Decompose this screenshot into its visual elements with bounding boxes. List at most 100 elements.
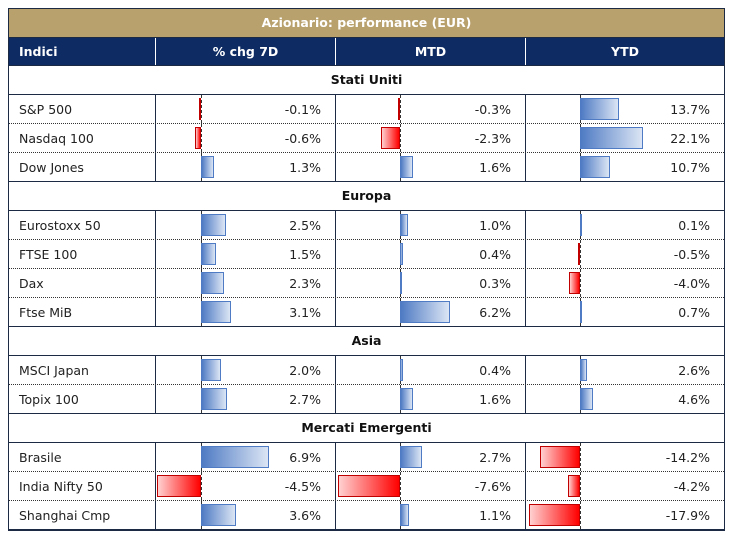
d7-cell: 2.5% [156, 211, 336, 239]
positive-data-bar [201, 272, 224, 294]
d7-value: 6.9% [289, 450, 321, 465]
ytd-cell: -4.0% [526, 269, 724, 297]
table-row: Dow Jones 1.3% 1.6% 10.7% [9, 153, 724, 182]
zero-axis [580, 472, 581, 500]
d7-cell: -4.5% [156, 472, 336, 500]
mtd-cell: 2.7% [336, 443, 526, 471]
negative-data-bar [338, 475, 400, 497]
table-row: MSCI Japan 2.0% 0.4% 2.6% [9, 356, 724, 385]
d7-value: 2.3% [289, 276, 321, 291]
d7-cell: -0.6% [156, 124, 336, 152]
section-header: Mercati Emergenti [9, 414, 724, 443]
header-row: Indici % chg 7D MTD YTD [9, 38, 724, 66]
index-name: Brasile [9, 443, 156, 471]
table-row: S&P 500 -0.1% -0.3% 13.7% [9, 95, 724, 124]
d7-cell: 2.7% [156, 385, 336, 413]
ytd-value: 2.6% [678, 363, 710, 378]
zero-axis [580, 501, 581, 529]
table-row: Dax 2.3% 0.3% -4.0% [9, 269, 724, 298]
negative-data-bar [397, 98, 400, 120]
zero-axis [580, 269, 581, 297]
d7-value: 3.1% [289, 305, 321, 320]
ytd-value: -14.2% [665, 450, 710, 465]
mtd-cell: -2.3% [336, 124, 526, 152]
mtd-cell: 1.1% [336, 501, 526, 529]
zero-axis [400, 124, 401, 152]
negative-data-bar [568, 475, 580, 497]
ytd-cell: 22.1% [526, 124, 724, 152]
table-body: Stati Uniti S&P 500 -0.1% -0.3% 13.7% Nasdaq … [9, 66, 724, 530]
d7-cell: 1.3% [156, 153, 336, 181]
positive-data-bar [580, 388, 594, 410]
positive-data-bar [400, 156, 413, 178]
d7-value: 2.0% [289, 363, 321, 378]
mtd-value: 1.0% [479, 218, 511, 233]
d7-value: 3.6% [289, 508, 321, 523]
positive-data-bar [400, 359, 404, 381]
mtd-cell: 0.4% [336, 240, 526, 268]
mtd-value: 1.1% [479, 508, 511, 523]
index-name: Topix 100 [9, 385, 156, 413]
d7-value: 2.5% [289, 218, 321, 233]
ytd-cell: 4.6% [526, 385, 724, 413]
index-name: FTSE 100 [9, 240, 156, 268]
positive-data-bar [580, 301, 582, 323]
positive-data-bar [201, 504, 237, 526]
ytd-value: -4.2% [673, 479, 710, 494]
d7-cell: 3.6% [156, 501, 336, 529]
index-name: Shanghai Cmp [9, 501, 156, 529]
ytd-value: -0.5% [673, 247, 710, 262]
performance-table: Azionario: performance (EUR) Indici % ch… [8, 8, 725, 531]
d7-cell: 3.1% [156, 298, 336, 326]
positive-data-bar [400, 504, 409, 526]
mtd-cell: -7.6% [336, 472, 526, 500]
mtd-value: -2.3% [474, 131, 511, 146]
index-name: Dow Jones [9, 153, 156, 181]
positive-data-bar [400, 446, 422, 468]
table-row: Shanghai Cmp 3.6% 1.1% -17.9% [9, 501, 724, 530]
index-name: Nasdaq 100 [9, 124, 156, 152]
negative-data-bar [195, 127, 201, 149]
ytd-cell: -14.2% [526, 443, 724, 471]
positive-data-bar [201, 446, 269, 468]
negative-data-bar [539, 446, 580, 468]
positive-data-bar [580, 359, 588, 381]
positive-data-bar [201, 156, 214, 178]
mtd-value: 1.6% [479, 160, 511, 175]
table-row: Eurostoxx 50 2.5% 1.0% 0.1% [9, 211, 724, 240]
ytd-cell: -0.5% [526, 240, 724, 268]
section-header: Asia [9, 327, 724, 356]
negative-data-bar [529, 504, 580, 526]
mtd-cell: -0.3% [336, 95, 526, 123]
d7-cell: 6.9% [156, 443, 336, 471]
d7-cell: 2.3% [156, 269, 336, 297]
table-row: Brasile 6.9% 2.7% -14.2% [9, 443, 724, 472]
d7-value: 2.7% [289, 392, 321, 407]
ytd-cell: 2.6% [526, 356, 724, 384]
header-indici: Indici [9, 38, 156, 65]
positive-data-bar [400, 388, 413, 410]
zero-axis [580, 443, 581, 471]
ytd-cell: -17.9% [526, 501, 724, 529]
ytd-value: 10.7% [670, 160, 710, 175]
positive-data-bar [400, 301, 451, 323]
table-row: Nasdaq 100 -0.6% -2.3% 22.1% [9, 124, 724, 153]
ytd-cell: 10.7% [526, 153, 724, 181]
negative-data-bar [381, 127, 400, 149]
index-name: Dax [9, 269, 156, 297]
mtd-value: 6.2% [479, 305, 511, 320]
zero-axis [580, 240, 581, 268]
positive-data-bar [201, 301, 232, 323]
mtd-value: -7.6% [474, 479, 511, 494]
negative-data-bar [199, 98, 201, 120]
ytd-value: 13.7% [670, 102, 710, 117]
ytd-value: 0.1% [678, 218, 710, 233]
mtd-value: -0.3% [474, 102, 511, 117]
mtd-cell: 1.6% [336, 153, 526, 181]
negative-data-bar [156, 475, 201, 497]
positive-data-bar [580, 127, 643, 149]
zero-axis [201, 472, 202, 500]
positive-data-bar [400, 243, 404, 265]
ytd-cell: 0.1% [526, 211, 724, 239]
table-row: India Nifty 50 -4.5% -7.6% -4.2% [9, 472, 724, 501]
